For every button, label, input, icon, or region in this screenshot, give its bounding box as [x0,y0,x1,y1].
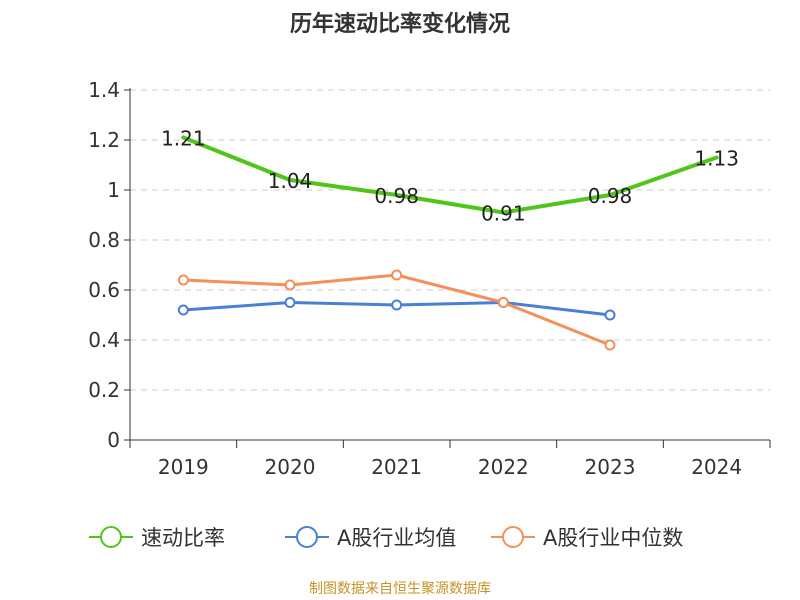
series-line-0 [181,135,719,215]
y-tick-label: 1 [107,178,120,202]
x-tick-label: 2023 [585,455,636,479]
y-tick-label: 0.8 [88,228,120,252]
data-point [497,297,509,308]
data-point [284,279,296,291]
y-tick-label: 1.4 [88,78,120,102]
data-point [177,274,189,286]
y-tick-label: 0.4 [88,328,120,352]
data-label: 0.98 [374,184,419,208]
y-tick-label: 0.2 [88,378,120,402]
x-tick-label: 2024 [691,455,742,479]
legend-item[interactable]: A股行业均值 [285,526,456,550]
data-point [604,309,616,321]
y-tick-label: 0.6 [88,278,120,302]
chart-title: 历年速动比率变化情况 [289,12,510,37]
data-label: 1.04 [268,169,313,193]
data-label: 1.21 [161,127,206,151]
series-lines [177,135,719,351]
legend-label: A股行业均值 [337,526,456,550]
data-point [391,299,403,311]
source-note: 制图数据来自恒生聚源数据库 [309,581,491,597]
legend-label: A股行业中位数 [543,526,683,550]
data-label: 0.98 [588,184,633,208]
y-tick-label: 1.2 [88,128,120,152]
data-point [391,269,403,281]
axes: 0 0.2 0.4 0.6 0.8 1 1.2 1.4 2019 2020 2021 2022 2023… [88,78,771,479]
x-tick-label: 2020 [265,455,316,479]
gridlines [130,89,770,391]
x-tick-label: 2022 [478,455,529,479]
legend-label: 速动比率 [141,526,225,550]
data-label: 1.13 [694,147,739,171]
y-tick-label: 0 [107,428,120,452]
legend-item[interactable]: A股行业中位数 [491,526,683,550]
legend-item[interactable]: 速动比率 [89,526,225,550]
data-point [284,297,296,308]
legend-marker [502,526,524,548]
x-tick-label: 2021 [371,455,422,479]
data-point [177,304,189,316]
legend-marker [100,526,122,548]
legend: 速动比率 A股行业均值 A股行业中位数 [89,526,683,550]
data-point [604,339,616,351]
legend-marker [296,526,318,548]
data-label: 0.91 [481,202,526,226]
data-labels: 1.21 1.04 0.98 0.91 0.98 1.13 [161,127,739,226]
x-tick-label: 2019 [158,455,209,479]
